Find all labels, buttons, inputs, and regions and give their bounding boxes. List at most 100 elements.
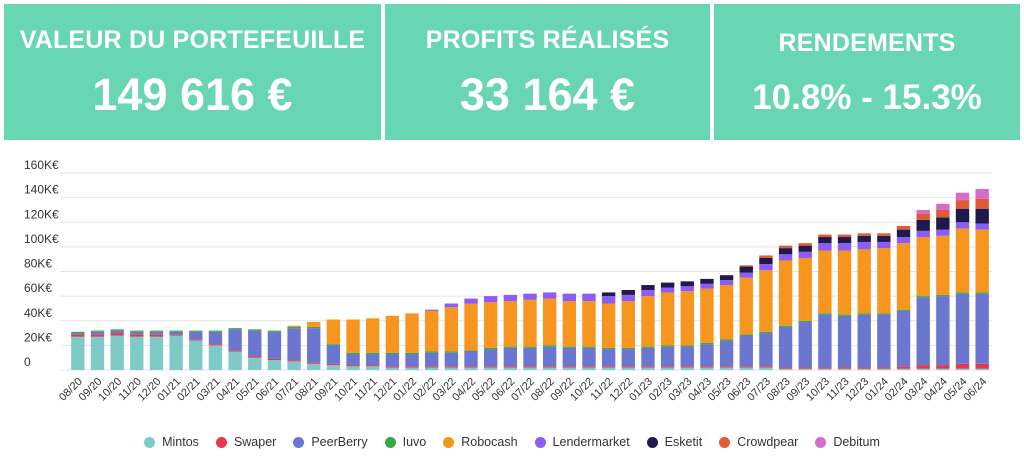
bar-segment-iuvo [228,328,242,330]
bar-segment-peerberry [130,331,144,335]
legend-swatch [443,436,455,448]
legend-label: Mintos [162,435,199,449]
bar-segment-robocash [837,250,852,315]
bar-segment-swaper [916,365,930,369]
y-tick-label: 160K€ [24,158,59,172]
legend-item-mintos[interactable]: Mintos [144,435,199,449]
bar-segment-mintos [444,367,459,370]
bar-segment-lendermarket [582,293,596,302]
legend-item-debitum[interactable]: Debitum [815,435,880,449]
bar-segment-mintos [189,340,203,370]
bar-segment-iuvo [287,326,301,329]
y-tick-label: 120K€ [24,207,59,221]
bar-segment-esketit [877,235,891,242]
bar-segment-mintos [228,351,242,370]
bar-segment-crowdpear [877,233,891,236]
bar-segment-robocash [385,315,400,353]
bar-segment-swaper [818,367,832,369]
legend-item-robocash[interactable]: Robocash [443,435,518,449]
bar-segment-swaper [739,366,753,368]
bar-segment-swaper [857,367,871,369]
legend-item-iuvo[interactable]: Iuvo [384,435,426,449]
legend-item-crowdpear[interactable]: Crowdpear [719,435,798,449]
bar-segment-robocash [346,319,360,353]
bar-segment-peerberry [385,353,400,367]
bar-segment-mintos [916,368,930,370]
bar-segment-peerberry [346,353,360,366]
bar-segment-robocash [641,296,655,347]
legend-label: Crowdpear [737,435,799,449]
bar-segment-mintos [130,336,144,370]
bar-segment-lendermarket [719,280,734,286]
bar-segment-mintos [896,368,911,370]
legend-item-lendermarket[interactable]: Lendermarket [534,435,630,449]
bar-segment-iuvo [464,350,478,352]
bar-segment-swaper [680,366,694,368]
bar-segment-robocash [759,270,773,332]
bar-segment-iuvo [778,325,793,327]
bar-segment-esketit [621,289,635,295]
bar-segment-iuvo [818,313,832,315]
bar-segment-swaper [189,339,203,341]
bar-segment-debitum [916,209,930,214]
bar-segment-robocash [955,228,970,293]
bar-segment-crowdpear [739,265,753,267]
bar-segment-lendermarket [542,292,557,299]
bar-segment-peerberry [523,347,537,367]
bar-segment-swaper [877,367,891,369]
bar-segment-mintos [601,367,616,370]
bar-segment-esketit [660,282,675,288]
bar-segment-esketit [955,208,970,223]
bar-segment-swaper [208,344,223,346]
bar-segment-peerberry [621,349,635,367]
bar-segment-robocash [818,250,832,314]
legend-item-esketit[interactable]: Esketit [646,435,703,449]
bar-segment-mintos [208,345,223,370]
bar-segment-esketit [719,275,734,281]
bar-segment-robocash [601,303,616,348]
bar-segment-crowdpear [857,233,871,236]
bar-segment-robocash [975,229,989,293]
bar-segment-lendermarket [483,296,498,303]
bar-segment-esketit [601,292,616,297]
bar-segment-peerberry [228,329,242,351]
bar-segment-lendermarket [503,294,518,302]
bar-segment-peerberry [326,345,341,364]
legend-label: Esketit [664,435,703,449]
bar-segment-mintos [307,363,321,370]
bar-segment-mintos [366,366,380,370]
bar-segment-iuvo [896,309,911,311]
bar-segment-iuvo [975,292,989,294]
bar-segment-swaper [483,366,498,368]
bar-segment-swaper [130,334,144,337]
bar-segment-iuvo [444,351,459,353]
bar-segment-robocash [660,292,675,346]
bar-segment-peerberry [71,333,85,335]
legend-swatch [815,436,827,448]
bar-segment-swaper [267,358,282,361]
bar-segment-lendermarket [896,237,911,244]
bar-segment-mintos [287,361,301,370]
bar-segment-esketit [857,235,871,242]
bar-segment-peerberry [857,314,871,368]
bar-segment-debitum [955,192,970,201]
legend-swatch [293,436,305,448]
bar-segment-peerberry [877,314,891,368]
legend-item-peerberry[interactable]: PeerBerry [293,435,368,449]
bar-segment-iuvo [621,347,635,350]
bar-segment-peerberry [818,314,832,368]
bar-segment-iuvo [680,345,694,347]
bar-segment-mintos [719,367,734,370]
bar-segment-iuvo [208,330,223,332]
bar-segment-swaper [778,367,793,369]
bar-segment-peerberry [405,353,419,367]
bar-segment-mintos [248,357,262,370]
bar-segment-crowdpear [936,209,950,218]
bar-segment-robocash [562,301,577,347]
bar-segment-robocash [523,299,537,347]
bar-segment-lendermarket [936,229,950,236]
bar-segment-peerberry [975,293,989,364]
kpi-title: VALEUR DU PORTEFEUILLE [19,25,366,54]
legend-item-swaper[interactable]: Swaper [215,435,276,449]
bar-segment-esketit [739,266,753,273]
